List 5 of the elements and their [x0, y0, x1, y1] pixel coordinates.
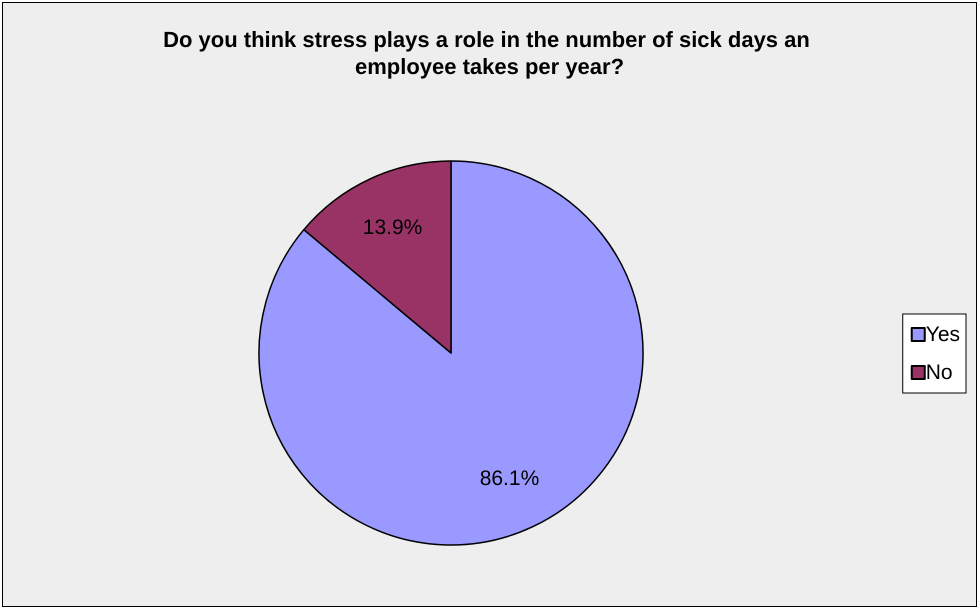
- chart-title: Do you think stress plays a role in the number of sick days an employee takes per year?: [163, 27, 816, 79]
- data-label: 13.9%: [362, 216, 422, 240]
- legend-label: Yes: [926, 323, 960, 346]
- data-label: 86.1%: [480, 466, 540, 490]
- legend-label: No: [926, 361, 953, 384]
